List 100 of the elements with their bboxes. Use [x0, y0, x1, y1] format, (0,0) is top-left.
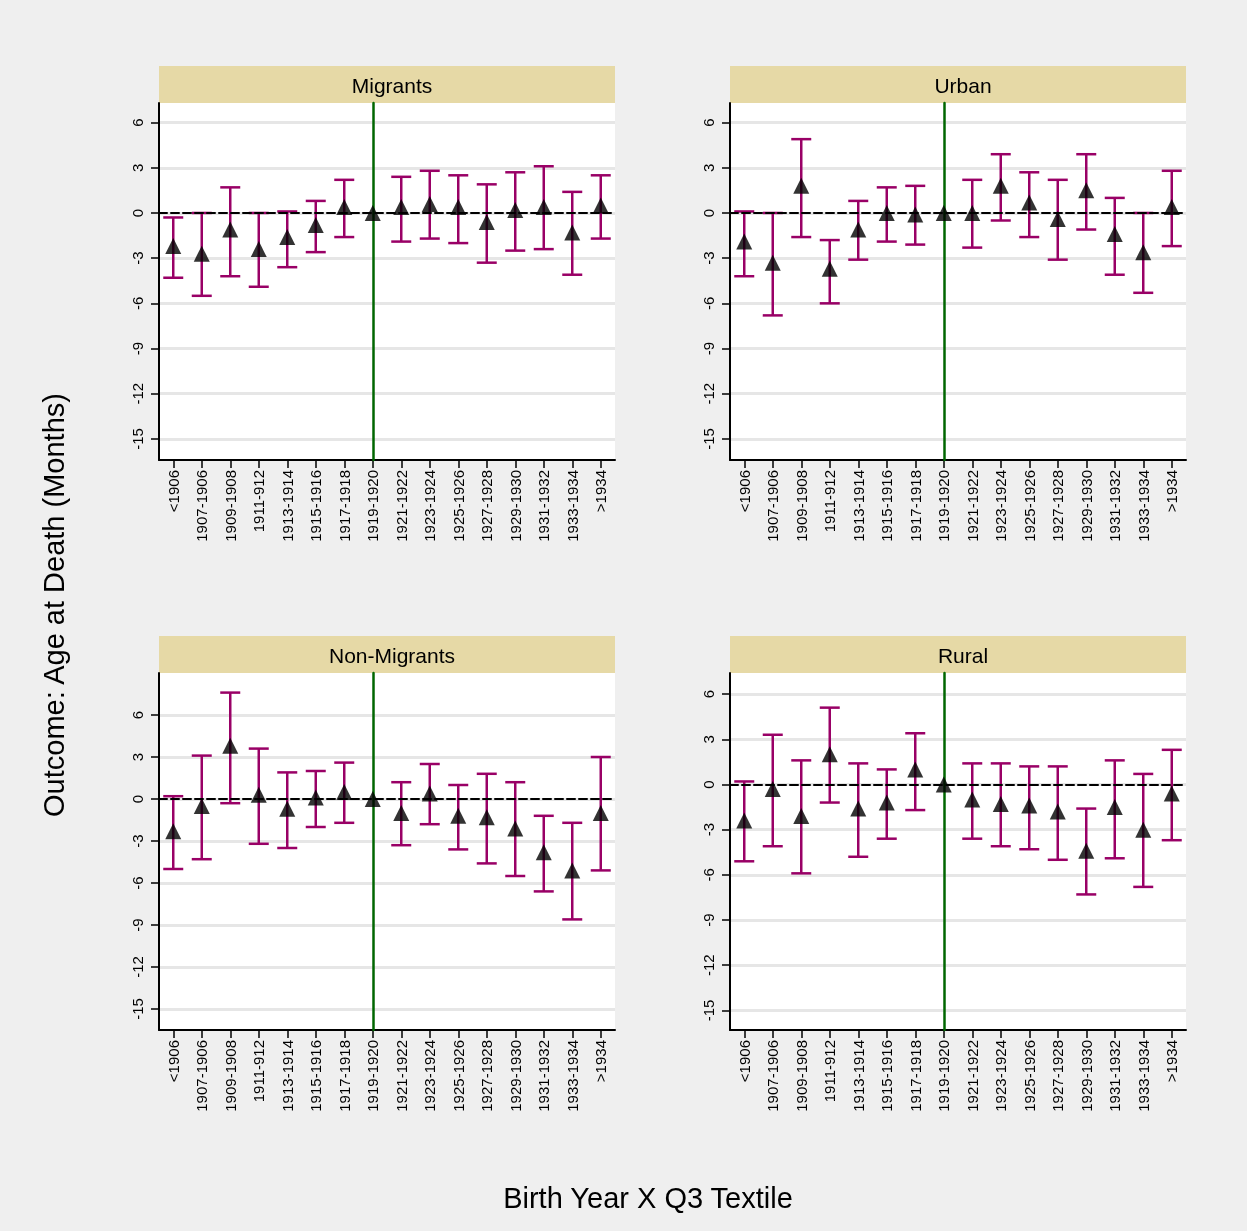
point	[564, 224, 581, 241]
x-tick-label: 1909-1908	[792, 1040, 810, 1112]
point	[1049, 803, 1066, 820]
x-tick-label: 1917-1918	[906, 1040, 924, 1112]
point	[1106, 799, 1123, 816]
x-tick-label: 1919-1920	[364, 1040, 382, 1112]
point	[1049, 210, 1066, 227]
point	[535, 198, 552, 215]
point	[450, 807, 467, 824]
point	[878, 204, 895, 221]
x-tick-label: 1929-1930	[506, 1040, 524, 1112]
y-tick-label: 6	[700, 689, 717, 699]
x-tick-label: 1917-1918	[335, 1040, 353, 1112]
point	[793, 808, 810, 825]
point	[307, 789, 324, 806]
y-tick-label: -12	[700, 954, 717, 977]
point	[307, 217, 324, 234]
point	[821, 746, 838, 763]
y-tick-label: -6	[700, 868, 717, 882]
y-tick-label: 6	[129, 710, 146, 720]
point	[336, 784, 353, 800]
point	[850, 800, 867, 817]
y-tick-label: -9	[129, 341, 146, 356]
point	[878, 794, 895, 811]
x-tick-label: <1906	[735, 470, 753, 513]
x-tick-label: 1919-1920	[935, 470, 953, 542]
x-tick-label: 1911-912	[821, 1040, 839, 1103]
point	[535, 844, 552, 861]
point	[793, 177, 810, 194]
point	[592, 805, 609, 821]
x-tick-label: >1934	[1163, 470, 1181, 513]
x-tick-label: 1915-1916	[307, 1040, 325, 1112]
x-tick-label: 1909-1908	[221, 1040, 239, 1112]
point	[764, 254, 781, 271]
y-tick-label: -6	[129, 876, 146, 890]
x-tick-label: 1917-1918	[906, 470, 924, 542]
y-tick-label: -3	[700, 822, 717, 837]
chart-title: Rural	[937, 644, 989, 667]
x-tick-label: 1907-1906	[193, 470, 211, 542]
point	[421, 785, 438, 802]
x-tick-label: >1934	[592, 470, 610, 513]
point	[992, 796, 1009, 813]
point	[907, 761, 924, 778]
x-tick-label: >1934	[1163, 1040, 1181, 1083]
y-tick-label: -15	[129, 998, 146, 1020]
y-tick-label: 3	[700, 163, 717, 172]
x-tick-label: 1911-912	[821, 470, 839, 533]
point	[1021, 194, 1038, 211]
y-tick-label: -12	[129, 382, 146, 405]
point	[1163, 785, 1180, 802]
x-axis-title: Birth Year X Q3 Textile	[503, 1181, 793, 1215]
point	[592, 197, 609, 214]
x-tick-label: 1927-1928	[478, 470, 496, 542]
x-tick-label: 1925-1926	[1020, 1040, 1038, 1112]
x-tick-label: 1913-1914	[849, 1040, 867, 1112]
point	[222, 737, 239, 754]
point	[393, 805, 410, 821]
x-tick-label: 1919-1920	[364, 470, 382, 542]
y-tick-label: 3	[129, 752, 146, 762]
x-tick-label: 1907-1906	[764, 470, 782, 542]
y-tick-label: 3	[700, 735, 717, 744]
x-tick-label: 1929-1930	[506, 470, 524, 542]
x-tick-label: 1923-1924	[992, 1040, 1010, 1112]
point	[421, 195, 438, 212]
y-tick-label: -3	[129, 251, 146, 265]
y-tick-label: -3	[129, 834, 146, 848]
point	[393, 198, 410, 215]
x-tick-label: 1913-1914	[849, 470, 867, 542]
x-tick-label: 1907-1906	[193, 1040, 211, 1112]
y-tick-label: -9	[700, 913, 717, 927]
y-tick-label: -15	[129, 428, 146, 450]
x-tick-label: 1927-1928	[478, 1040, 496, 1112]
x-tick-label: 1933-1934	[563, 470, 581, 542]
point	[1106, 226, 1123, 243]
point	[165, 823, 182, 840]
x-tick-label: 1923-1924	[421, 1040, 439, 1112]
point	[478, 214, 495, 230]
point	[907, 206, 924, 223]
point	[1135, 821, 1152, 838]
x-tick-label: 1933-1934	[563, 1040, 581, 1112]
y-tick-label: -9	[129, 918, 146, 932]
point	[507, 820, 524, 837]
point	[193, 798, 210, 814]
point	[507, 201, 524, 218]
point	[1078, 182, 1095, 199]
point	[736, 812, 753, 829]
point	[336, 198, 353, 215]
x-tick-label: 1915-1916	[307, 470, 325, 542]
x-tick-label: 1915-1916	[878, 470, 896, 542]
point	[935, 204, 952, 221]
y-tick-label: -9	[700, 341, 717, 356]
chart-title: Urban	[934, 74, 992, 97]
point	[935, 776, 952, 793]
x-tick-label: 1917-1918	[335, 470, 353, 542]
point	[1078, 842, 1095, 859]
chart-title: Non-Migrants	[328, 644, 456, 667]
x-tick-label: 1921-1922	[963, 470, 981, 542]
point	[964, 204, 981, 221]
x-tick-label: 1907-1906	[764, 1040, 782, 1112]
x-tick-label: 1933-1934	[1134, 1040, 1152, 1112]
